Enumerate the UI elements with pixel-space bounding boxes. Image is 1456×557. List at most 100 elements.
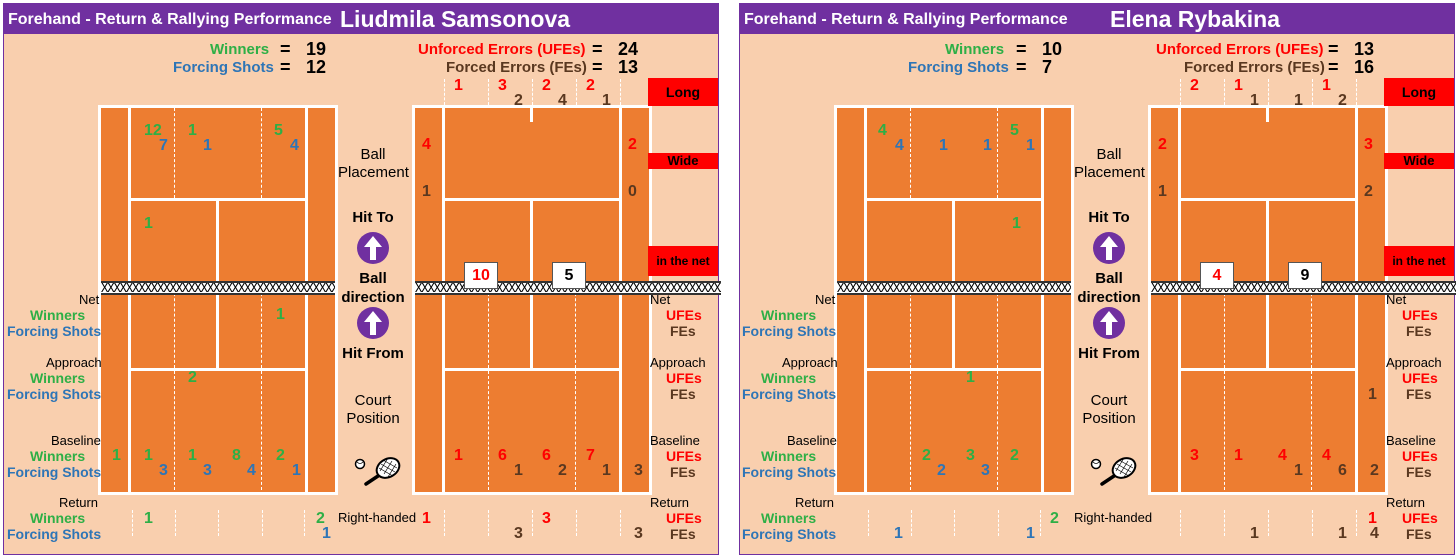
wide-ufe-count: 4 [422, 136, 431, 153]
net-forcing-label: Forcing Shots [742, 323, 837, 339]
ball-direction-label: Ball direction [341, 270, 405, 306]
baseline-winners-count: 3 [966, 447, 975, 464]
baseline-forcing-count: 3 [981, 462, 990, 479]
forcing-eq: = [1016, 57, 1027, 77]
return-forcing-count: 1 [894, 525, 903, 542]
panel-header: Forehand - Return & Rallying Performance… [740, 4, 1454, 34]
baseline-forcing-label: Forcing Shots [742, 464, 837, 480]
net-error-box: 10 [464, 262, 498, 289]
baseline-winners-label: Winners [30, 448, 86, 464]
forcing-count: 1 [1026, 137, 1035, 154]
wide-box: Wide [648, 153, 718, 169]
baseline-ufe-count: 3 [1190, 447, 1199, 464]
fe-summary-label: Forced Errors (FEs) [446, 59, 587, 76]
net-winners-count: 1 [276, 306, 285, 323]
baseline-winners-label: Winners [761, 448, 817, 464]
net-label: Net [79, 292, 100, 307]
winners-count: 1 [144, 215, 153, 232]
winners-count: 1 [1012, 215, 1021, 232]
player-name: Liudmila Samsonova [340, 6, 571, 32]
winners-count: 4 [878, 122, 887, 139]
right-handed-label: Right-handed [1074, 510, 1153, 525]
arrow-up-icon [1093, 307, 1125, 339]
baseline-ufe-count: 4 [1322, 447, 1331, 464]
ufe-eq: = [592, 39, 603, 59]
net-label: Net [1386, 292, 1407, 307]
approach-ufes-label: UFEs [1402, 370, 1438, 386]
baseline-winners-count: 1 [144, 447, 153, 464]
long-fe-count: 1 [1294, 92, 1303, 109]
fe-total: 13 [618, 57, 639, 77]
forcing-summary-label: Forcing Shots [173, 59, 274, 76]
net-error-box: 5 [552, 262, 586, 289]
wide-fe-count: 1 [1158, 183, 1167, 200]
winners-eq: = [1016, 39, 1027, 59]
baseline-forcing-count: 2 [937, 462, 946, 479]
net-fes-label: FEs [670, 323, 696, 339]
approach-fe-count: 1 [1368, 386, 1377, 403]
return-label: Return [1386, 495, 1426, 510]
baseline-winners-count: 1 [188, 447, 197, 464]
arrow-up-icon [1093, 232, 1125, 264]
baseline-fes-label: FEs [1406, 464, 1432, 480]
baseline-label: Baseline [650, 433, 700, 448]
return-fes-label: FEs [670, 526, 696, 542]
wide-ufe-count: 2 [628, 136, 637, 153]
hit-from-court: XXXXXXXXXXXXXXXXXXXXXXXXXXXXXXXXXXXXXXXX… [98, 105, 338, 495]
return-fes-label: FEs [1406, 526, 1432, 542]
return-fe-count: 1 [1250, 525, 1259, 542]
net-error-box: 4 [1200, 262, 1234, 289]
net-label: Net [815, 292, 836, 307]
approach-winners-label: Winners [30, 370, 86, 386]
net: XXXXXXXXXXXXXXXXXXXXXXXXXXXXXXXXXXXXXXXX… [101, 281, 335, 295]
ball-placement-label: Ball Placement [1074, 146, 1145, 181]
long-ufe-count: 3 [498, 77, 507, 94]
winners-total: 10 [1042, 39, 1063, 59]
net-winners-label: Winners [761, 307, 817, 323]
forcing-eq: = [280, 57, 291, 77]
baseline-label: Baseline [1386, 433, 1436, 448]
forcing-count: 4 [895, 137, 904, 154]
wide-fe-count: 1 [422, 183, 431, 200]
baseline-fe-count: 1 [1294, 462, 1303, 479]
ball-direction-label: Ball direction [1077, 270, 1141, 306]
long-ufe-count: 1 [454, 77, 463, 94]
forcing-count: 4 [290, 137, 299, 154]
long-box: Long [1384, 78, 1454, 106]
return-label: Return [59, 495, 99, 510]
panel-subtitle: Forehand - Return & Rallying Performance [744, 11, 1068, 28]
return-fe-count: 3 [514, 525, 523, 542]
return-winners-label: Winners [761, 510, 817, 526]
return-ufe-count: 1 [422, 510, 431, 527]
winners-count: 1 [188, 122, 197, 139]
baseline-ufe-count: 6 [498, 447, 507, 464]
baseline-ufes-label: UFEs [1402, 448, 1438, 464]
return-winners-count: 2 [1050, 510, 1059, 527]
hit-to-court: XXXXXXXXXXXXXXXXXXXXXXXXXXXXXXXXXXXXXXXX… [412, 105, 721, 495]
net: XXXXXXXXXXXXXXXXXXXXXXXXXXXXXXXXXXXXXXXX… [837, 281, 1071, 295]
return-ufe-count: 1 [1368, 510, 1377, 527]
ufe-total: 24 [618, 39, 639, 59]
winners-count: 12 [144, 122, 162, 139]
tennis-racket-icon [354, 456, 402, 491]
baseline-ufes-label: UFEs [666, 448, 702, 464]
baseline-ufe-count: 1 [454, 447, 463, 464]
forcing-count: 7 [159, 137, 168, 154]
baseline-fes-label: FEs [670, 464, 696, 480]
panel-subtitle: Forehand - Return & Rallying Performance [8, 11, 332, 28]
approach-ufes-label: UFEs [666, 370, 702, 386]
winners-count: 5 [274, 122, 283, 139]
winners-eq: = [280, 39, 291, 59]
return-fe-count: 1 [1338, 525, 1347, 542]
long-fe-count: 2 [514, 92, 523, 109]
baseline-forcing-count: 1 [292, 462, 301, 479]
fe-total: 16 [1354, 57, 1375, 77]
baseline-forcing-count: 3 [203, 462, 212, 479]
forcing-summary-label: Forcing Shots [908, 59, 1009, 76]
approach-forcing-label: Forcing Shots [7, 386, 102, 402]
winners-summary-label: Winners [945, 41, 1005, 58]
ufe-summary-label: Unforced Errors (UFEs) [418, 41, 586, 58]
return-fe-count: 3 [634, 525, 643, 542]
return-winners-count: 2 [316, 510, 325, 527]
ufe-total: 13 [1354, 39, 1375, 59]
